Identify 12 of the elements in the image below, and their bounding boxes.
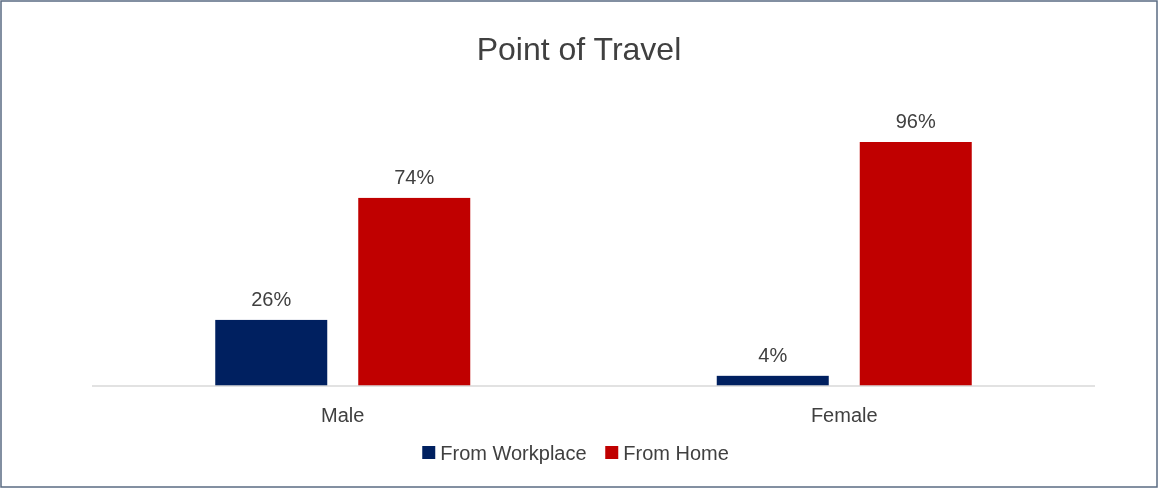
x-tick-label: Female xyxy=(810,404,878,426)
x-tick-label: Male xyxy=(321,404,365,426)
legend-label: From Home xyxy=(623,442,729,464)
legend-label: From Workplace xyxy=(440,442,587,464)
data-label: 96% xyxy=(895,110,936,132)
chart-title: Point of Travel xyxy=(476,31,682,67)
data-label: 4% xyxy=(758,343,788,366)
bar xyxy=(215,319,328,386)
data-label: 74% xyxy=(394,165,435,188)
data-label: 26% xyxy=(251,287,292,310)
bar xyxy=(358,197,471,386)
bar xyxy=(859,142,972,386)
